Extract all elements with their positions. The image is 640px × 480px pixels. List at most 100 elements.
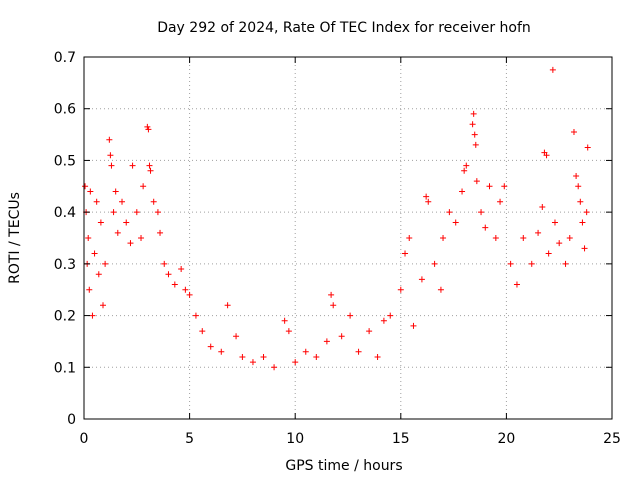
- data-point: [224, 302, 231, 309]
- data-point: [323, 338, 330, 345]
- x-tick-label: 25: [603, 431, 621, 447]
- data-point: [431, 260, 438, 267]
- x-tick-label: 20: [497, 431, 515, 447]
- data-point: [471, 131, 478, 138]
- data-point: [566, 235, 573, 241]
- data-point: [102, 260, 109, 267]
- data-point: [581, 245, 588, 252]
- data-point: [513, 281, 520, 288]
- y-tick-label: 0.3: [54, 257, 76, 273]
- y-tick-label: 0.1: [54, 360, 76, 376]
- data-point: [463, 162, 470, 169]
- data-point: [556, 240, 563, 247]
- data-point: [549, 66, 556, 73]
- data-point: [397, 286, 404, 293]
- y-tick-label: 0.4: [54, 205, 76, 221]
- data-point: [146, 162, 153, 169]
- data-point: [91, 250, 98, 257]
- data-point: [123, 219, 130, 226]
- data-point: [127, 240, 134, 247]
- data-point: [260, 353, 267, 360]
- y-tick-label: 0.2: [54, 309, 76, 325]
- x-tick-label: 15: [392, 431, 410, 447]
- data-point: [150, 198, 157, 205]
- data-point: [355, 348, 362, 355]
- data-point: [87, 188, 94, 195]
- y-axis-label: ROTI / TECUs: [7, 192, 23, 284]
- data-point: [328, 291, 335, 298]
- data-point: [119, 198, 126, 205]
- data-point: [528, 260, 535, 267]
- data-point: [161, 260, 168, 267]
- data-point: [338, 333, 345, 340]
- data-point: [575, 183, 582, 190]
- data-point: [472, 141, 479, 148]
- data-point: [577, 198, 584, 205]
- data-point: [112, 188, 119, 195]
- data-point: [106, 136, 113, 143]
- data-point: [470, 110, 477, 117]
- data-point: [551, 219, 558, 226]
- data-point: [579, 219, 586, 226]
- data-point: [249, 359, 256, 366]
- data-point: [108, 162, 115, 169]
- data-point: [178, 266, 185, 273]
- x-tick-label: 0: [80, 431, 89, 447]
- data-points: [82, 66, 591, 371]
- y-tick-label: 0: [67, 412, 76, 428]
- data-point: [140, 183, 147, 190]
- data-point: [281, 317, 288, 324]
- x-tick-label: 5: [185, 431, 194, 447]
- data-point: [330, 302, 337, 309]
- data-point: [410, 322, 417, 329]
- data-point: [584, 144, 591, 151]
- y-tick-label: 0.6: [54, 102, 76, 118]
- plot-frame: [83, 56, 613, 420]
- data-point: [165, 271, 172, 278]
- data-point: [497, 198, 504, 205]
- data-point: [469, 121, 476, 128]
- data-point: [110, 209, 117, 216]
- data-point: [186, 291, 193, 298]
- data-point: [89, 312, 96, 319]
- data-point: [539, 203, 546, 210]
- data-point: [440, 235, 447, 241]
- data-point: [145, 126, 152, 133]
- data-point: [171, 281, 178, 288]
- y-tick-label: 0.7: [54, 50, 76, 66]
- data-point: [100, 302, 107, 309]
- data-point: [562, 260, 569, 267]
- data-point: [133, 209, 140, 216]
- data-point: [423, 193, 430, 200]
- data-point: [85, 235, 92, 241]
- data-point: [486, 183, 493, 190]
- data-point: [93, 198, 100, 205]
- data-point: [347, 312, 354, 319]
- data-point: [147, 167, 154, 174]
- data-point: [233, 333, 240, 340]
- data-point: [207, 343, 214, 350]
- data-point: [192, 312, 199, 319]
- data-point: [285, 328, 292, 335]
- data-point: [374, 353, 381, 360]
- data-point: [97, 219, 104, 226]
- data-point: [95, 271, 102, 278]
- data-point: [199, 328, 206, 335]
- data-point: [380, 317, 387, 324]
- data-point: [461, 167, 468, 174]
- data-point: [583, 209, 590, 216]
- data-point: [86, 286, 93, 293]
- data-point: [492, 235, 499, 241]
- data-point: [418, 276, 425, 283]
- data-point: [138, 235, 145, 241]
- x-tick-label: 10: [286, 431, 304, 447]
- data-point: [114, 229, 121, 236]
- data-point: [366, 328, 373, 335]
- data-point: [425, 198, 432, 205]
- data-point: [82, 183, 89, 190]
- data-point: [292, 359, 299, 366]
- data-point: [482, 224, 489, 231]
- data-point: [543, 152, 550, 159]
